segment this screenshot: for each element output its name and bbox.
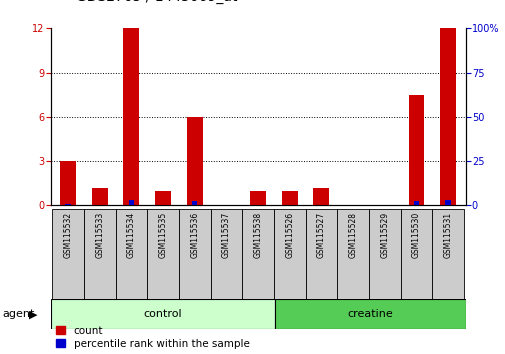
Bar (313, 188, 329, 205)
Bar (439, 28, 455, 205)
Bar (413, 201, 418, 205)
Text: GDS2765 / 1445069_at: GDS2765 / 1445069_at (76, 0, 237, 4)
Text: control: control (143, 309, 182, 319)
Bar (275, 299, 465, 329)
Bar (273, 209, 305, 299)
Bar (191, 201, 197, 205)
Bar (155, 190, 171, 205)
Text: GSM115527: GSM115527 (316, 212, 325, 258)
Text: ▶: ▶ (29, 309, 37, 319)
Text: GSM115533: GSM115533 (95, 212, 104, 258)
Text: GSM115537: GSM115537 (222, 212, 230, 258)
Bar (52, 209, 84, 299)
Text: GSM115535: GSM115535 (158, 212, 167, 258)
Bar (123, 28, 139, 205)
Bar (400, 209, 431, 299)
Bar (368, 209, 400, 299)
Text: GSM115526: GSM115526 (285, 212, 293, 258)
Legend: count, percentile rank within the sample: count, percentile rank within the sample (56, 326, 249, 349)
Bar (147, 209, 179, 299)
Text: creatine: creatine (347, 309, 392, 319)
Bar (115, 209, 147, 299)
Text: GSM115529: GSM115529 (379, 212, 388, 258)
Bar (60, 161, 76, 205)
Bar (249, 190, 266, 205)
Text: GSM115528: GSM115528 (348, 212, 357, 258)
Text: GSM115531: GSM115531 (443, 212, 451, 258)
Bar (210, 209, 242, 299)
Bar (431, 209, 463, 299)
Bar (179, 209, 210, 299)
Bar (305, 209, 336, 299)
Bar (84, 209, 115, 299)
Bar (186, 117, 202, 205)
Text: agent: agent (3, 309, 35, 319)
Text: GSM115536: GSM115536 (190, 212, 199, 258)
Bar (91, 188, 108, 205)
Bar (242, 209, 273, 299)
Bar (65, 204, 71, 205)
Bar (281, 190, 297, 205)
Bar (128, 200, 134, 205)
Text: GSM115534: GSM115534 (127, 212, 136, 258)
Text: GSM115532: GSM115532 (64, 212, 72, 258)
Bar (444, 200, 450, 205)
Text: GSM115538: GSM115538 (253, 212, 262, 258)
Bar (408, 95, 424, 205)
Text: GSM115530: GSM115530 (411, 212, 420, 258)
Bar (336, 209, 368, 299)
Bar (50, 299, 275, 329)
